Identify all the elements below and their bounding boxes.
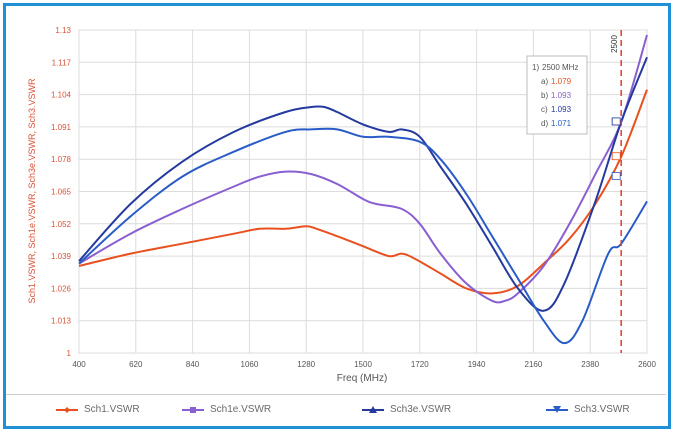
marker-intersection-tag bbox=[611, 117, 621, 126]
legend-label: Sch1.VSWR bbox=[84, 404, 140, 415]
y-tick-label: 1.078 bbox=[51, 155, 72, 164]
marker-value: 1.071 bbox=[551, 119, 572, 128]
x-tick-label: 2160 bbox=[525, 360, 543, 369]
x-tick-label: 2600 bbox=[638, 360, 656, 369]
marker-prefix: d) bbox=[541, 119, 548, 128]
x-tick-label: 620 bbox=[129, 360, 143, 369]
marker-prefix: a) bbox=[541, 77, 548, 86]
marker-prefix: c) bbox=[541, 105, 548, 114]
y-tick-label: 1.052 bbox=[51, 220, 72, 229]
legend-item-sch3e[interactable]: Sch3e.VSWR bbox=[362, 404, 451, 415]
x-tick-label: 2380 bbox=[581, 360, 599, 369]
x-tick-label: 1060 bbox=[241, 360, 259, 369]
marker-value: 1.093 bbox=[551, 105, 572, 114]
marker-prefix: b) bbox=[541, 91, 548, 100]
marker-value: 1.093 bbox=[551, 91, 572, 100]
y-tick-label: 1.104 bbox=[51, 91, 72, 100]
x-axis-label: Freq (MHz) bbox=[337, 373, 388, 384]
y-tick-label: 1.13 bbox=[55, 26, 71, 35]
legend-item-sch3[interactable]: Sch3.VSWR bbox=[546, 404, 630, 415]
marker-value: 1.079 bbox=[551, 77, 572, 86]
marker-intersection-tag bbox=[611, 172, 621, 180]
series-line-sch1-vswr bbox=[78, 89, 648, 295]
legend-swatch-icon bbox=[546, 405, 568, 413]
y-tick-label: 1.065 bbox=[51, 188, 72, 197]
legend-label: Sch3e.VSWR bbox=[390, 404, 452, 415]
legend-label: Sch3.VSWR bbox=[574, 404, 630, 415]
legend-item-sch1[interactable]: Sch1.VSWR bbox=[56, 404, 140, 415]
legend-swatch-icon bbox=[56, 406, 78, 413]
series-lines bbox=[78, 34, 648, 345]
marker-value: 2500 MHz bbox=[542, 63, 578, 72]
x-tick-label: 840 bbox=[186, 360, 200, 369]
x-tick-label: 400 bbox=[72, 360, 86, 369]
legend-swatch-icon bbox=[182, 406, 204, 413]
series-line-sch1e-vswr bbox=[78, 34, 648, 304]
y-tick-labels: 1 1.013 1.026 1.039 1.052 1.065 1.078 1.091 1.10… bbox=[51, 26, 72, 358]
legend: Sch1.VSWR Sch1e.VSWR Sch3e.VSWR Sch3.VSW… bbox=[6, 394, 666, 425]
legend-item-sch1e[interactable]: Sch1e.VSWR bbox=[182, 404, 271, 415]
x-tick-label: 1280 bbox=[297, 360, 315, 369]
x-tick-label: 1720 bbox=[411, 360, 429, 369]
x-tick-label: 1500 bbox=[354, 360, 372, 369]
y-tick-label: 1.026 bbox=[51, 284, 72, 293]
marker-intersection-tag bbox=[611, 152, 621, 161]
marker-label: 2500 bbox=[610, 35, 619, 53]
x-tick-label: 1940 bbox=[468, 360, 486, 369]
legend-label: Sch1e.VSWR bbox=[210, 404, 272, 415]
series-line-sch3e-vswr bbox=[78, 56, 648, 312]
y-tick-label: 1 bbox=[67, 349, 72, 358]
series-line-sch3-vswr bbox=[78, 127, 648, 345]
y-axis-label: Sch1.VSWR, Sch1e.VSWR, Sch3e.VSWR, Sch3.… bbox=[27, 78, 37, 304]
x-tick-labels: 400 620 840 1060 1280 1500 1720 1940 2160 2380 260… bbox=[72, 360, 656, 369]
y-tick-label: 1.039 bbox=[51, 252, 72, 261]
y-tick-label: 1.117 bbox=[52, 58, 72, 67]
vswr-chart: 1 1.013 1.026 1.039 1.052 1.065 1.078 1.091 1.10… bbox=[27, 26, 656, 384]
marker-value-box bbox=[526, 55, 588, 135]
y-tick-label: 1.013 bbox=[51, 317, 72, 326]
marker-prefix: 1) bbox=[532, 63, 539, 72]
y-tick-label: 1.091 bbox=[51, 123, 72, 132]
legend-swatch-icon bbox=[362, 405, 384, 413]
